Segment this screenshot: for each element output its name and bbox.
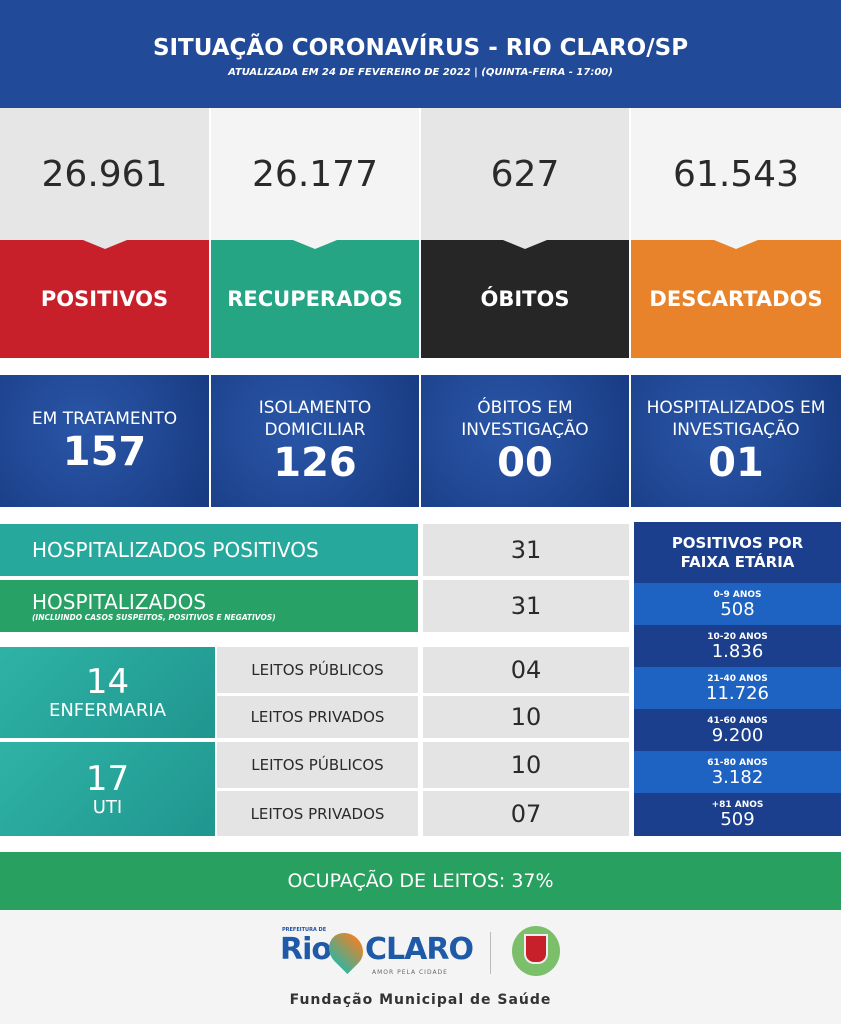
logo-rio: Rio <box>280 932 332 967</box>
enfermaria-privados-label: LEITOS PRIVADOS <box>217 696 418 738</box>
faixa-range: 0-9 ANOS <box>713 589 762 600</box>
obitos-investigacao-card: ÓBITOS EM INVESTIGAÇÃO 00 <box>421 375 629 507</box>
card-label: HOSPITALIZADOS EM INVESTIGAÇÃO <box>646 398 826 440</box>
faixa-row: 10-20 ANOS 1.836 <box>634 625 841 667</box>
descartados-label: DESCARTADOS <box>631 240 841 358</box>
update-date: ATUALIZADA EM 24 DE FEVEREIRO DE 2022 | … <box>228 66 613 78</box>
card-value: 01 <box>708 440 764 486</box>
uti-value: 17 <box>85 758 130 799</box>
descartados-value: 61.543 <box>631 108 841 240</box>
obitos-value: 627 <box>421 108 629 240</box>
enfermaria-block: 14 ENFERMARIA <box>0 647 215 738</box>
enfermaria-label: ENFERMARIA <box>48 700 167 721</box>
uti-label: UTI <box>92 796 123 818</box>
divider <box>490 932 491 974</box>
uti-block: 17 UTI <box>0 742 215 836</box>
hospitalizados-investigacao-card: HOSPITALIZADOS EM INVESTIGAÇÃO 01 <box>631 375 841 507</box>
faixa-row: 21-40 ANOS 11.726 <box>634 667 841 709</box>
faixa-value: 508 <box>720 598 755 620</box>
logo-tagline: AMOR PELA CIDADE <box>372 969 448 976</box>
faixa-value: 509 <box>720 809 755 830</box>
hospitalizados-positivos-value: 31 <box>423 524 629 576</box>
uti-privados-label: LEITOS PRIVADOS <box>217 791 418 836</box>
faixa-range: 21-40 ANOS <box>707 673 768 684</box>
hospitalizados-label: HOSPITALIZADOS <box>32 589 207 614</box>
faixa-value: 3.182 <box>711 766 764 788</box>
faixa-row: +81 ANOS 509 <box>634 793 841 836</box>
uti-publicos-label: LEITOS PÚBLICOS <box>217 742 418 788</box>
faixa-title: POSITIVOS POR FAIXA ETÁRIA <box>634 522 841 583</box>
faixa-value: 1.836 <box>711 640 764 662</box>
card-value: 00 <box>497 440 553 486</box>
uti-privados-value: 07 <box>423 791 629 836</box>
org-name: Fundação Municipal de Saúde <box>289 992 552 1008</box>
hospitalizados-note: (INCLUINDO CASOS SUSPEITOS, POSITIVOS E … <box>32 612 276 622</box>
enfermaria-privados-value: 10 <box>423 696 629 738</box>
coat-of-arms-icon <box>512 926 560 976</box>
isolamento-card: ISOLAMENTO DOMICILIAR 126 <box>211 375 419 507</box>
recuperados-value: 26.177 <box>211 108 419 240</box>
faixa-range: 41-60 ANOS <box>707 715 768 726</box>
card-value: 157 <box>62 429 147 475</box>
logo-claro: CLARO <box>365 932 474 967</box>
positivos-value: 26.961 <box>0 108 209 240</box>
card-label: ISOLAMENTO DOMICILIAR <box>258 398 372 440</box>
em-tratamento-card: EM TRATAMENTO 157 <box>0 375 209 507</box>
enfermaria-publicos-value: 04 <box>423 647 629 693</box>
positivos-label: POSITIVOS <box>0 240 209 358</box>
faixa-row: 0-9 ANOS 508 <box>634 583 841 625</box>
faixa-row: 61-80 ANOS 3.182 <box>634 751 841 793</box>
enfermaria-publicos-label: LEITOS PÚBLICOS <box>217 647 418 693</box>
obitos-label: ÓBITOS <box>421 240 629 358</box>
footer: PREFEITURA DE Rio CLARO AMOR PELA CIDADE… <box>0 910 841 1024</box>
faixa-range: 10-20 ANOS <box>707 631 768 642</box>
enfermaria-value: 14 <box>85 662 130 702</box>
faixa-value: 9.200 <box>711 724 764 746</box>
card-label: EM TRATAMENTO <box>31 409 178 429</box>
faixa-range: 61-80 ANOS <box>707 757 768 768</box>
hospitalizados-label-box: HOSPITALIZADOS (INCLUINDO CASOS SUSPEITO… <box>0 580 418 632</box>
card-value: 126 <box>273 440 357 486</box>
recuperados-label: RECUPERADOS <box>211 240 419 358</box>
uti-publicos-value: 10 <box>423 742 629 788</box>
faixa-row: 41-60 ANOS 9.200 <box>634 709 841 751</box>
ocupacao-leitos: OCUPAÇÃO DE LEITOS: 37% <box>0 852 841 910</box>
faixa-range: +81 ANOS <box>711 800 764 810</box>
logo-prefix: PREFEITURA DE <box>282 927 327 933</box>
card-label: ÓBITOS EM INVESTIGAÇÃO <box>461 398 589 440</box>
hospitalizados-value: 31 <box>423 580 629 632</box>
page-title: SITUAÇÃO CORONAVÍRUS - RIO CLARO/SP <box>152 34 689 61</box>
header: SITUAÇÃO CORONAVÍRUS - RIO CLARO/SP ATUA… <box>0 0 841 108</box>
faixa-value: 11.726 <box>706 682 769 704</box>
hospitalizados-positivos-label: HOSPITALIZADOS POSITIVOS <box>0 524 418 576</box>
